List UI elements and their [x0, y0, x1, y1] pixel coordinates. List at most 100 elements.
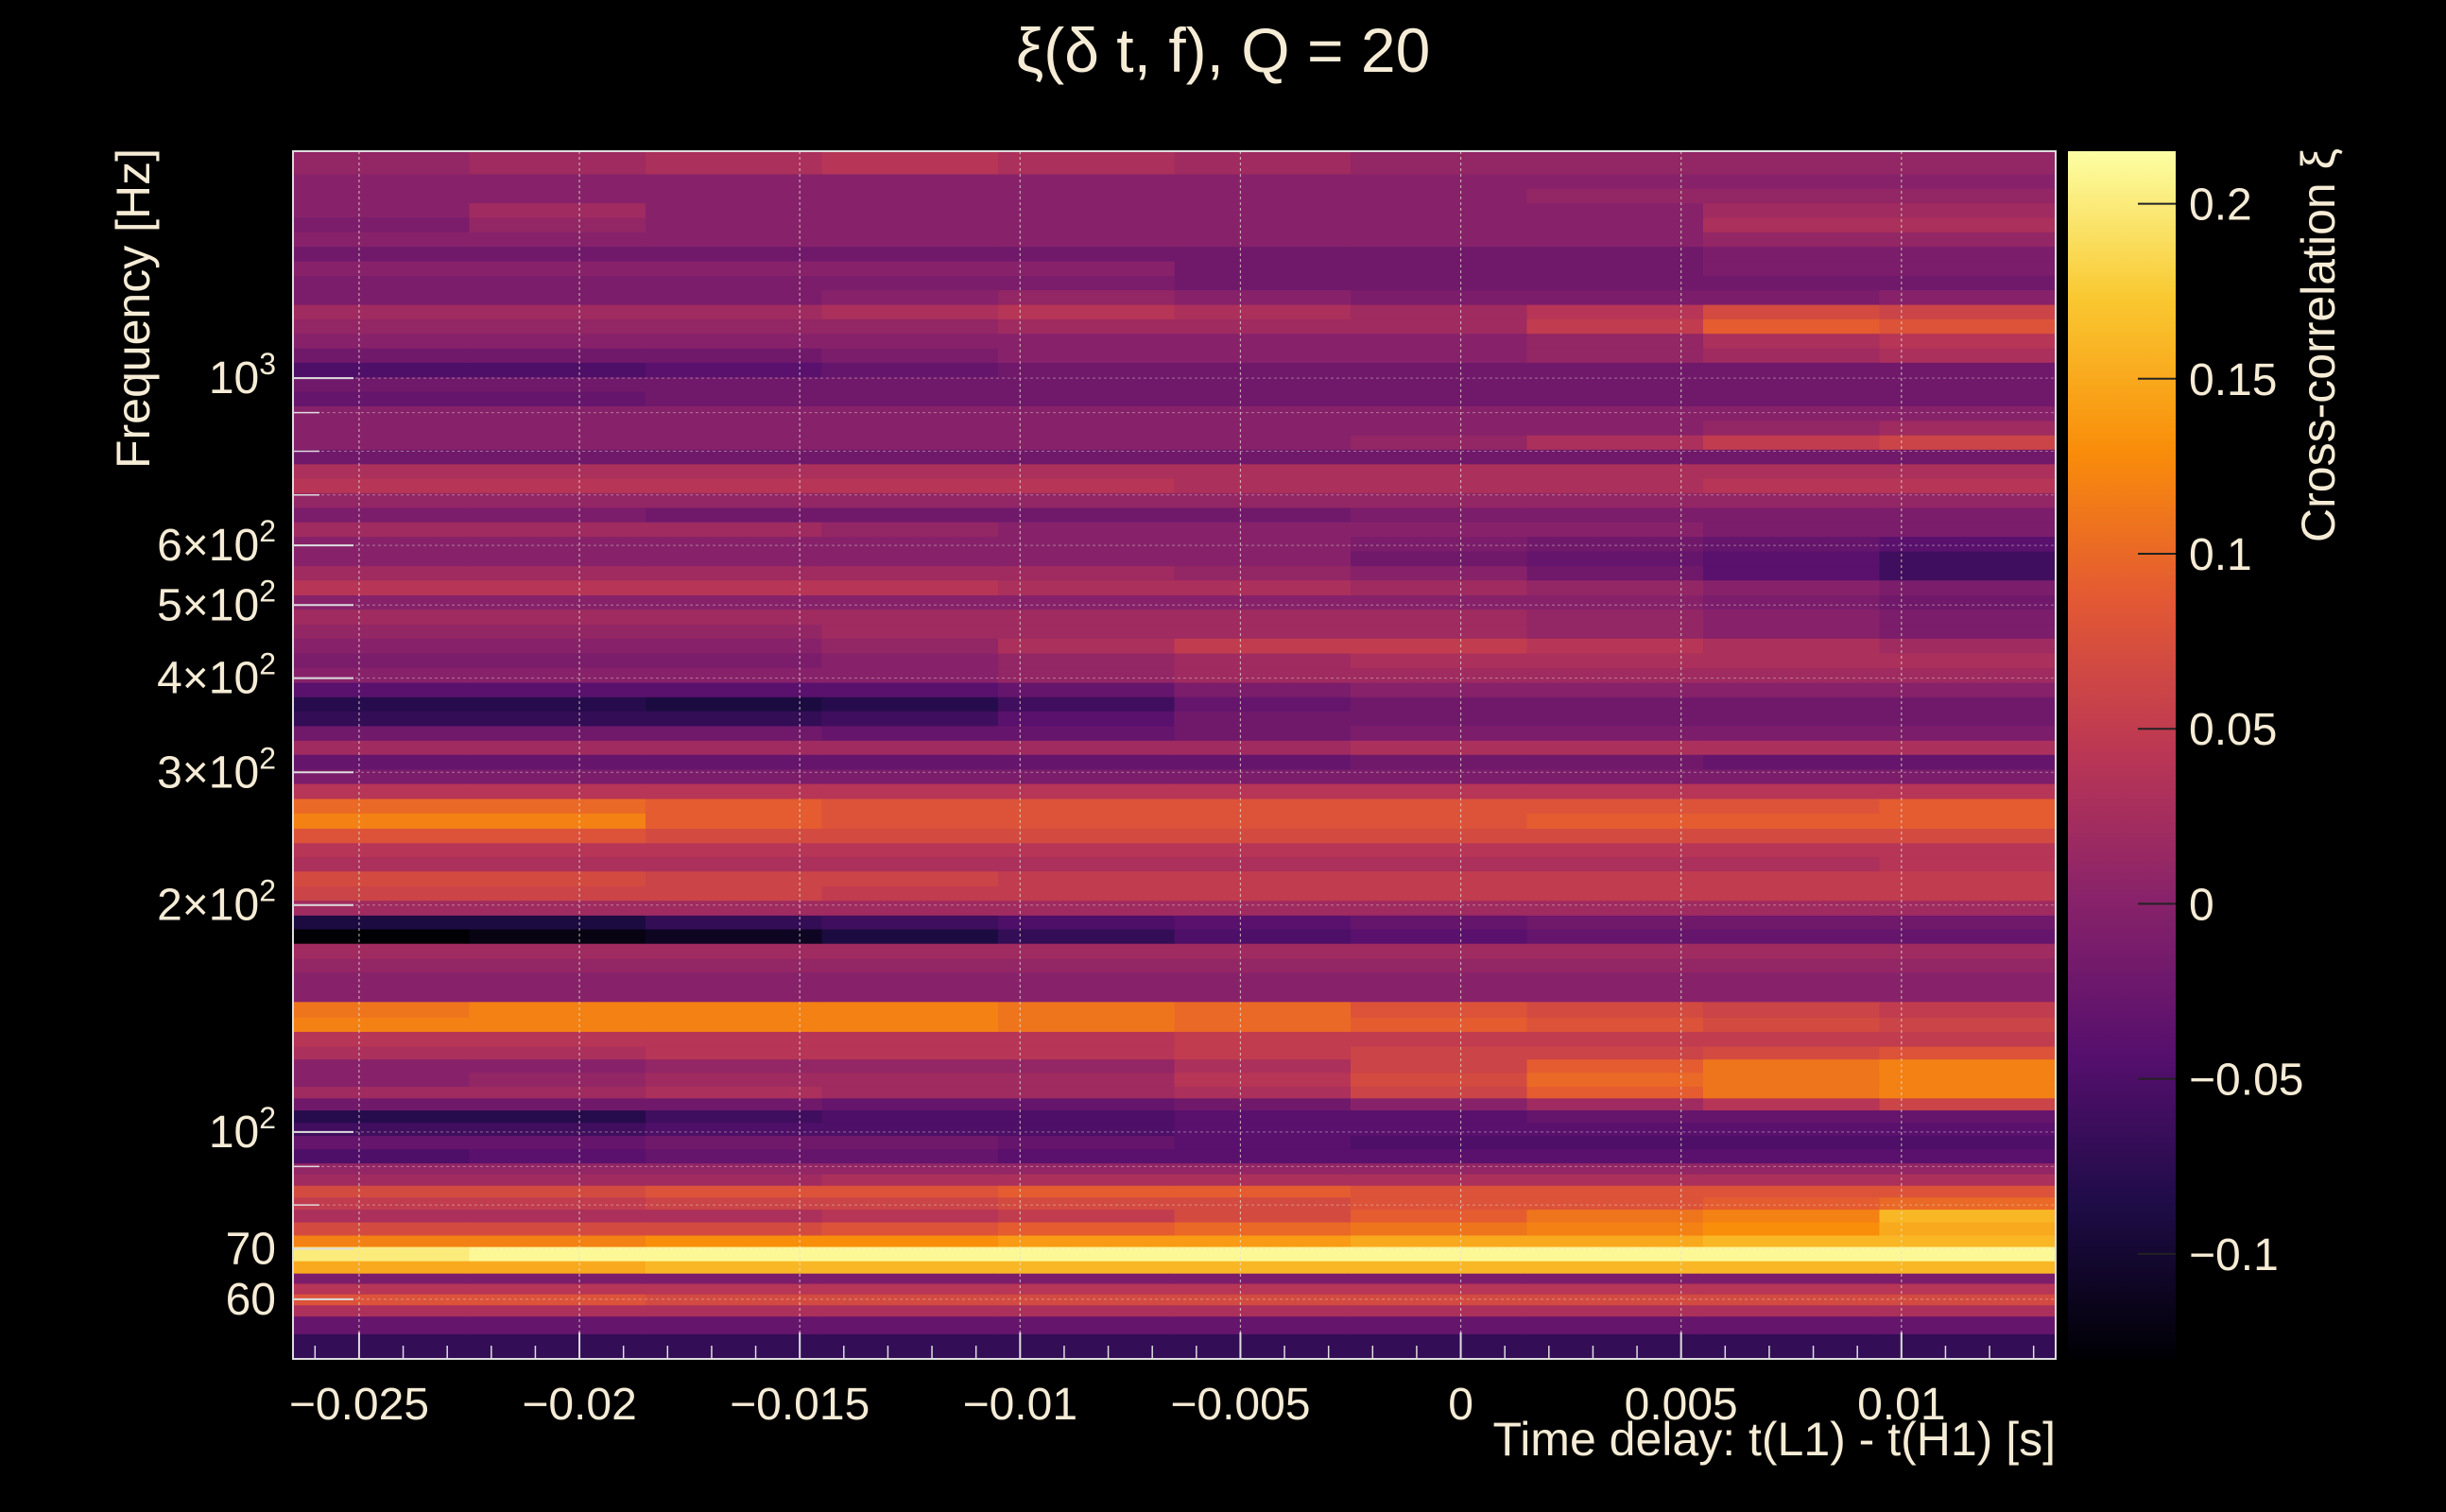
heatmap-cell	[998, 348, 1176, 363]
heatmap-cell	[1526, 173, 1704, 189]
heatmap-cell	[1351, 1185, 1528, 1198]
heatmap-cell	[469, 1294, 646, 1306]
heatmap-cell	[998, 333, 1176, 349]
heatmap-cell	[469, 1185, 646, 1198]
heatmap-cell	[1526, 1058, 1704, 1074]
heatmap-cell	[469, 1209, 646, 1223]
heatmap-cell	[821, 304, 999, 319]
heatmap-cell	[469, 492, 646, 508]
y-tick-label: 70	[226, 1224, 276, 1274]
heatmap-cell	[1351, 463, 1528, 479]
heatmap-cell	[1703, 420, 1881, 436]
heatmap-cell	[821, 1148, 999, 1164]
heatmap-cell	[1174, 420, 1352, 436]
heatmap-cell	[1526, 565, 1704, 581]
heatmap-cell	[1351, 1261, 1528, 1274]
heatmap-cell	[646, 1209, 823, 1223]
heatmap-cell	[1174, 958, 1352, 973]
heatmap-cell	[1879, 768, 2057, 784]
heatmap-cell	[1174, 842, 1352, 857]
heatmap-cell	[469, 856, 646, 872]
heatmap-cell	[821, 1304, 999, 1317]
heatmap-cell	[1526, 986, 1704, 1003]
x-axis-label: Time delay: t(L1) - t(H1) [s]	[1493, 1413, 2056, 1466]
heatmap-cell	[1526, 390, 1704, 406]
heatmap-cell	[1879, 1333, 2057, 1360]
heatmap-cell	[1351, 711, 1528, 727]
heatmap-cell	[293, 1109, 471, 1124]
heatmap-cell	[821, 638, 999, 654]
heatmap-cell	[293, 986, 471, 1003]
heatmap-cell	[293, 711, 471, 727]
heatmap-cell	[1351, 798, 1528, 814]
heatmap-cell	[821, 754, 999, 770]
heatmap-cell	[1351, 1135, 1528, 1150]
heatmap-cell	[1879, 681, 2057, 697]
heatmap-cell	[293, 304, 471, 319]
heatmap-cell	[293, 1246, 471, 1262]
heatmap-cell	[1703, 1196, 1881, 1211]
heatmap-cell	[998, 1072, 1176, 1088]
colorbar-gradient	[2068, 151, 2176, 1359]
heatmap-cell	[1351, 1072, 1528, 1088]
heatmap-cell	[821, 289, 999, 305]
heatmap-cell	[1703, 624, 1881, 639]
heatmap-cell	[1174, 188, 1352, 204]
heatmap-cell	[469, 768, 646, 784]
heatmap-cell	[998, 151, 1176, 175]
heatmap-cell	[1351, 1031, 1528, 1047]
heatmap-cell	[469, 667, 646, 683]
heatmap-cell	[821, 1209, 999, 1223]
heatmap-cell	[1174, 216, 1352, 232]
heatmap-cell	[469, 958, 646, 973]
heatmap-cell	[1351, 958, 1528, 973]
colorbar-tick-label: 0.05	[2189, 705, 2277, 755]
heatmap-cell	[1879, 885, 2057, 902]
heatmap-cell	[469, 348, 646, 363]
heatmap-cell	[1526, 1315, 1704, 1334]
heatmap-cell	[1879, 1174, 2057, 1186]
heatmap-cell	[646, 304, 823, 319]
heatmap-cell	[998, 1209, 1176, 1223]
heatmap-cell	[293, 1174, 471, 1186]
heatmap-cell	[1703, 696, 1881, 712]
heatmap-cell	[821, 1185, 999, 1198]
heatmap-cell	[1351, 768, 1528, 784]
heatmap-cell	[1351, 1086, 1528, 1099]
heatmap-cell	[1526, 943, 1704, 959]
heatmap-cell	[1351, 1273, 1528, 1284]
heatmap-cell	[469, 798, 646, 814]
heatmap-cell	[1526, 754, 1704, 770]
heatmap-cell	[293, 348, 471, 363]
heatmap-cell	[1703, 971, 1881, 988]
heatmap-cell	[1526, 1209, 1704, 1223]
heatmap-cell	[1351, 1162, 1528, 1175]
heatmap-cell	[1703, 943, 1881, 959]
heatmap-cell	[646, 1097, 823, 1111]
y-tick-label: 3×102	[157, 741, 276, 798]
heatmap-cell	[1703, 536, 1881, 552]
heatmap-cell	[998, 1273, 1176, 1284]
heatmap-cell	[293, 828, 471, 844]
heatmap-cell	[1351, 725, 1528, 741]
heatmap-cell	[1526, 289, 1704, 305]
heatmap-cell	[998, 1234, 1176, 1247]
heatmap-cell	[1351, 696, 1528, 712]
colorbar-tick-label: −0.05	[2189, 1056, 2303, 1106]
heatmap-cell	[821, 768, 999, 784]
heatmap-cell	[469, 1001, 646, 1018]
heatmap-cell	[1526, 1097, 1704, 1111]
heatmap-cell	[1174, 594, 1352, 610]
heatmap-cell	[1174, 1294, 1352, 1306]
heatmap-cell	[293, 1162, 471, 1175]
heatmap-cell	[1879, 1221, 2057, 1236]
heatmap-cell	[1174, 711, 1352, 727]
heatmap-cell	[1526, 740, 1704, 755]
heatmap-cell	[293, 1135, 471, 1150]
heatmap-cell	[1526, 151, 1704, 175]
heatmap-cell	[998, 1162, 1176, 1175]
heatmap-cell	[1351, 652, 1528, 669]
heatmap-cell	[1174, 1185, 1352, 1198]
heatmap-cell	[1174, 638, 1352, 654]
